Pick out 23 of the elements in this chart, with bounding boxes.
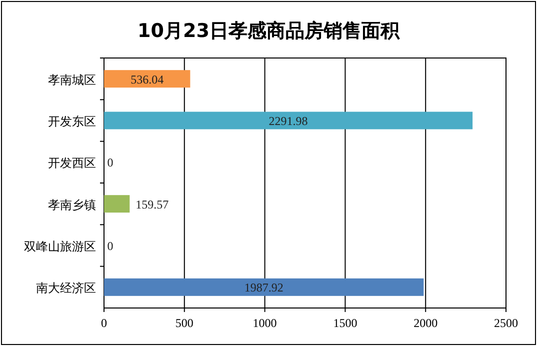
y-tick-label: 双峰山旅游区 (24, 240, 96, 254)
y-tick-label: 开发东区 (48, 114, 96, 128)
x-tick-label: 1000 (252, 316, 277, 330)
y-tick-label: 孝南城区 (48, 72, 96, 87)
y-tick-label: 孝南乡镇 (48, 198, 96, 212)
x-tick-label: 500 (175, 316, 194, 330)
x-tick-label: 1500 (333, 316, 358, 330)
bar (104, 112, 473, 130)
bar (104, 278, 424, 296)
y-tick-label: 开发西区 (48, 156, 96, 170)
x-tick-label: 2500 (494, 316, 518, 330)
chart-title: 10月23日孝感商品房销售面积 (138, 20, 400, 42)
data-label: 536.04 (130, 72, 164, 86)
x-tick-label: 0 (101, 316, 107, 330)
data-label: 1987.92 (244, 280, 284, 295)
y-tick-label: 南大经济区 (36, 281, 96, 296)
data-label: 2291.98 (268, 114, 308, 128)
data-label: 159.57 (136, 197, 169, 212)
data-label: 0 (107, 156, 114, 170)
data-label: 0 (107, 239, 114, 253)
bar (104, 195, 130, 213)
x-tick-label: 2000 (414, 316, 438, 330)
bar (104, 70, 190, 88)
